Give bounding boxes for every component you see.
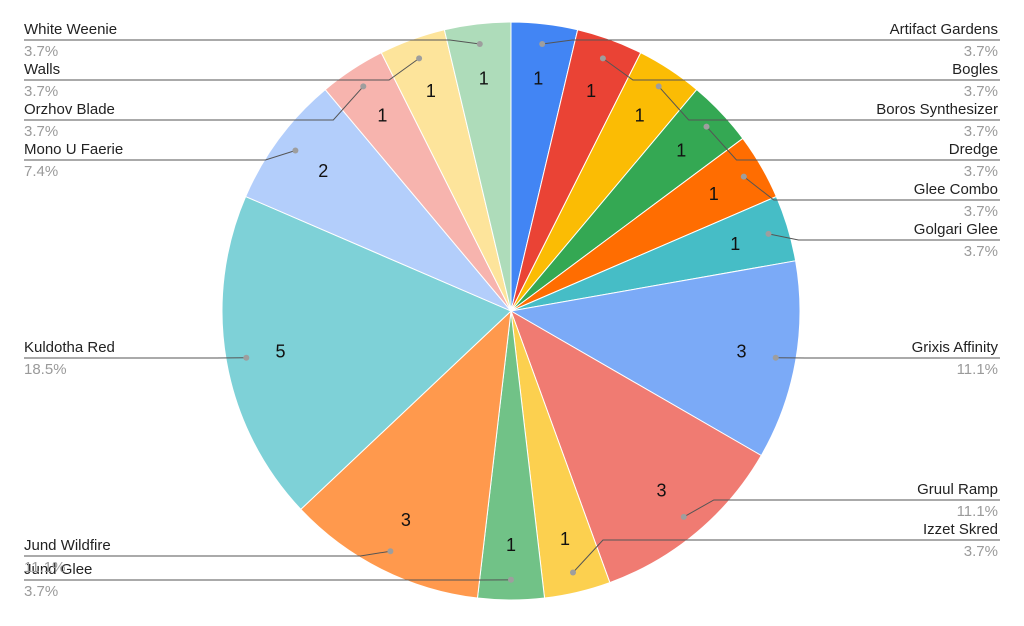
leader-dot-walls [416, 55, 423, 62]
slice-value-walls: 1 [426, 81, 436, 101]
slice-grixis-affinity [509, 260, 801, 457]
leader-line-golgari-glee [768, 233, 1000, 241]
label-percent-bogles: 3.7% [964, 83, 998, 100]
slice-kuldotha-red [221, 195, 512, 511]
label-percent-gruul-ramp: 11.1% [957, 503, 998, 520]
leader-line-artifact-gardens [542, 39, 1000, 45]
label-name-walls: Walls [24, 61, 60, 78]
label-name-orzhov-blade: Orzhov Blade [24, 101, 115, 118]
leader-dot-white-weenie [476, 41, 483, 47]
label-name-bogles: Bogles [952, 61, 998, 78]
leader-line-orzhov-blade [24, 86, 364, 121]
label-percent-izzet-skred: 3.7% [964, 543, 998, 560]
slice-value-grixis-affinity: 3 [736, 342, 746, 362]
label-name-mono-u-faerie: Mono U Faerie [24, 141, 123, 158]
label-name-boros-synthesizer: Boros Synthesizer [876, 101, 998, 118]
leader-dot-mono-u-faerie [292, 147, 299, 154]
label-percent-walls: 3.7% [24, 83, 58, 100]
leader-line-dredge [706, 126, 1000, 161]
slice-value-golgari-glee: 1 [730, 234, 740, 254]
slice-values: 1 1 1 1 1 1 3 3 1 1 3 5 2 1 1 1 [275, 69, 746, 556]
leader-dot-artifact-gardens [539, 41, 546, 47]
label-percent-golgari-glee: 3.7% [964, 243, 998, 260]
slice-value-izzet-skred: 1 [560, 529, 570, 549]
label-name-golgari-glee: Golgari Glee [914, 221, 998, 238]
label-name-white-weenie: White Weenie [24, 21, 117, 38]
label-name-gruul-ramp: Gruul Ramp [917, 481, 998, 498]
leader-line-boros-synthesizer [658, 86, 1000, 121]
label-percent-mono-u-faerie: 7.4% [24, 163, 58, 180]
slice-value-dredge: 1 [676, 140, 686, 160]
label-percent-grixis-affinity: 11.1% [957, 361, 998, 378]
slice-value-jund-wildfire: 3 [401, 510, 411, 530]
label-percent-dredge: 3.7% [964, 163, 998, 180]
leader-line-white-weenie [24, 39, 480, 45]
leader-lines [24, 39, 1000, 583]
slice-value-gruul-ramp: 3 [656, 480, 666, 500]
leader-line-bogles [602, 57, 1000, 81]
leader-dot-glee-combo [740, 173, 747, 180]
label-name-dredge: Dredge [949, 141, 998, 158]
leader-dot-orzhov-blade [360, 83, 367, 90]
label-name-glee-combo: Glee Combo [914, 181, 998, 198]
slice-value-white-weenie: 1 [479, 69, 489, 89]
label-name-artifact-gardens: Artifact Gardens [890, 21, 998, 38]
label-percent-glee-combo: 3.7% [964, 203, 998, 220]
leader-dot-boros-synthesizer [655, 83, 662, 90]
leader-line-walls [24, 57, 420, 81]
leader-dot-gruul-ramp [680, 513, 687, 520]
label-name-jund-wildfire: Jund Wildfire [24, 537, 111, 554]
label-percent-boros-synthesizer: 3.7% [964, 123, 998, 140]
slice-value-bogles: 1 [586, 81, 596, 101]
leader-dot-izzet-skred [570, 569, 576, 576]
label-name-grixis-affinity: Grixis Affinity [912, 339, 999, 356]
leader-dot-grixis-affinity [772, 354, 779, 361]
label-name-kuldotha-red: Kuldotha Red [24, 339, 115, 356]
pie-slices [221, 21, 801, 601]
slice-value-orzhov-blade: 1 [377, 105, 387, 125]
leader-line-glee-combo [743, 176, 1000, 201]
slice-value-boros-synthesizer: 1 [635, 105, 645, 125]
leader-line-mono-u-faerie [24, 150, 296, 161]
slice-mono-u-faerie [244, 88, 512, 312]
leader-dot-jund-glee [508, 576, 514, 583]
label-percent-orzhov-blade: 3.7% [24, 123, 58, 140]
leader-dot-jund-wildfire [387, 548, 394, 555]
slice-value-kuldotha-red: 5 [275, 342, 285, 362]
label-percent-kuldotha-red: 18.5% [24, 361, 67, 378]
slice-jund-wildfire [300, 309, 512, 599]
leader-line-jund-wildfire [24, 550, 391, 557]
label-percent-jund-glee: 3.7% [24, 583, 58, 600]
slice-value-jund-glee: 1 [506, 535, 516, 555]
leader-dot-kuldotha-red [243, 354, 250, 361]
slice-value-artifact-gardens: 1 [533, 69, 543, 89]
leader-dot-golgari-glee [765, 230, 772, 237]
label-percent-white-weenie: 3.7% [24, 43, 58, 60]
leader-line-gruul-ramp [683, 499, 1000, 518]
slice-white-weenie [443, 21, 512, 312]
label-name-jund-glee: Jund Glee [24, 561, 92, 578]
label-name-izzet-skred: Izzet Skred [923, 521, 998, 538]
label-percent-artifact-gardens: 3.7% [964, 43, 998, 60]
slice-value-glee-combo: 1 [709, 184, 719, 204]
slice-gruul-ramp [510, 309, 762, 584]
leader-dot-dredge [703, 123, 710, 130]
slice-value-mono-u-faerie: 2 [318, 161, 328, 181]
label-percent-jund-wildfire: 11.1% [24, 559, 65, 576]
leader-line-izzet-skred [572, 539, 1000, 573]
leader-dot-bogles [599, 55, 606, 62]
